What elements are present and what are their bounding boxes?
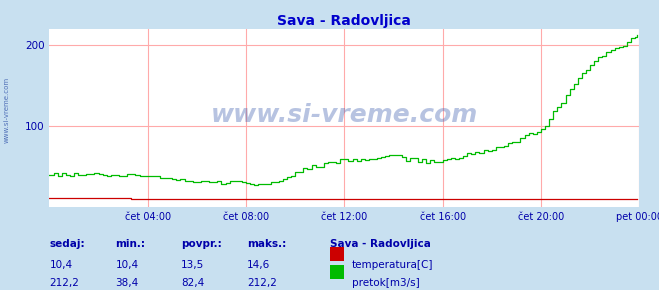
Text: 10,4: 10,4 [49,260,72,269]
Text: temperatura[C]: temperatura[C] [352,260,434,269]
Text: 10,4: 10,4 [115,260,138,269]
Text: 14,6: 14,6 [247,260,270,269]
Text: www.si-vreme.com: www.si-vreme.com [211,103,478,127]
Text: Sava - Radovljica: Sava - Radovljica [330,239,430,249]
Text: 82,4: 82,4 [181,278,204,288]
Text: 38,4: 38,4 [115,278,138,288]
Text: sedaj:: sedaj: [49,239,85,249]
Text: 212,2: 212,2 [247,278,277,288]
Text: min.:: min.: [115,239,146,249]
Text: povpr.:: povpr.: [181,239,222,249]
Title: Sava - Radovljica: Sava - Radovljica [277,14,411,28]
Text: maks.:: maks.: [247,239,287,249]
Text: pretok[m3/s]: pretok[m3/s] [352,278,420,288]
Text: www.si-vreme.com: www.si-vreme.com [3,77,10,143]
Text: 13,5: 13,5 [181,260,204,269]
Text: 212,2: 212,2 [49,278,79,288]
